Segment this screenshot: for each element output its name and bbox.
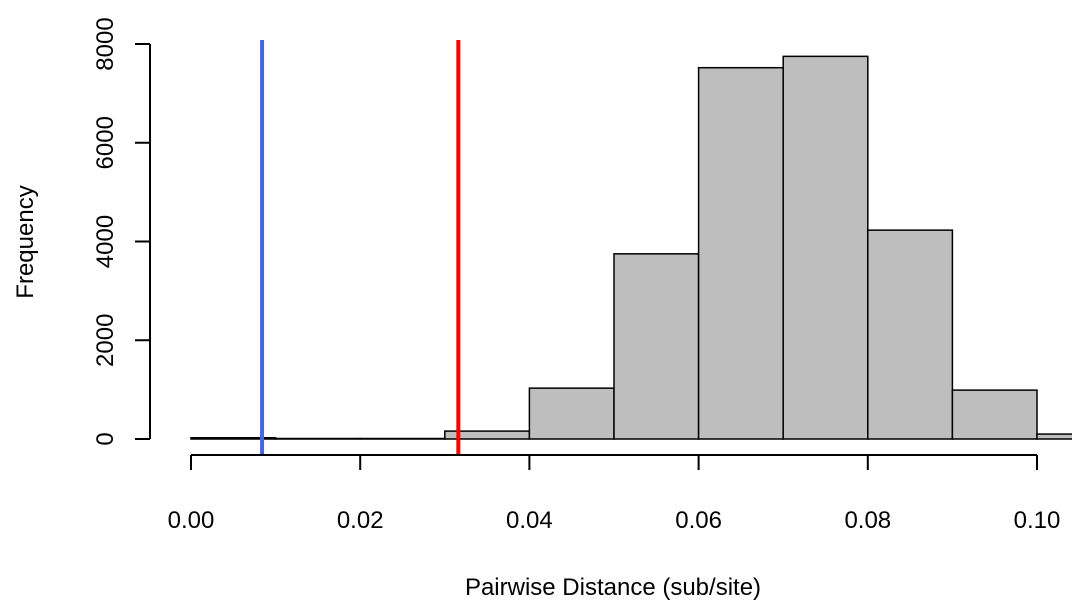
histogram-bar bbox=[697, 66, 784, 440]
histogram-bar bbox=[359, 437, 446, 440]
y-tick-label: 6000 bbox=[92, 116, 119, 169]
x-tick-label: 0.06 bbox=[675, 507, 722, 534]
y-tick-label: 4000 bbox=[92, 215, 119, 268]
x-tick-label: 0.04 bbox=[506, 507, 553, 534]
x-tick-label: 0.08 bbox=[844, 507, 891, 534]
histogram-bar bbox=[528, 387, 615, 440]
reference-lines bbox=[260, 40, 461, 455]
histogram-bar bbox=[867, 229, 954, 440]
histogram-bars bbox=[190, 55, 1072, 440]
x-tick-label: 0.00 bbox=[168, 507, 215, 534]
x-axis-title: Pairwise Distance (sub/site) bbox=[465, 574, 761, 601]
histogram-bar bbox=[274, 437, 361, 440]
histogram-bar bbox=[1036, 433, 1072, 440]
x-tick-label: 0.10 bbox=[1014, 507, 1061, 534]
y-tick-label: 0 bbox=[92, 432, 119, 445]
histogram-bar bbox=[782, 55, 869, 440]
y-axis: 0 2000 4000 6000 8000 bbox=[92, 17, 151, 446]
y-tick-label: 2000 bbox=[92, 314, 119, 367]
x-tick-label: 0.02 bbox=[337, 507, 384, 534]
histogram-bar bbox=[613, 253, 700, 440]
histogram-bar bbox=[951, 389, 1038, 440]
y-axis-title: Frequency bbox=[12, 185, 39, 298]
x-axis: 0.00 0.02 0.04 0.06 0.08 0.10 bbox=[168, 454, 1061, 534]
y-tick-label: 8000 bbox=[92, 17, 119, 70]
